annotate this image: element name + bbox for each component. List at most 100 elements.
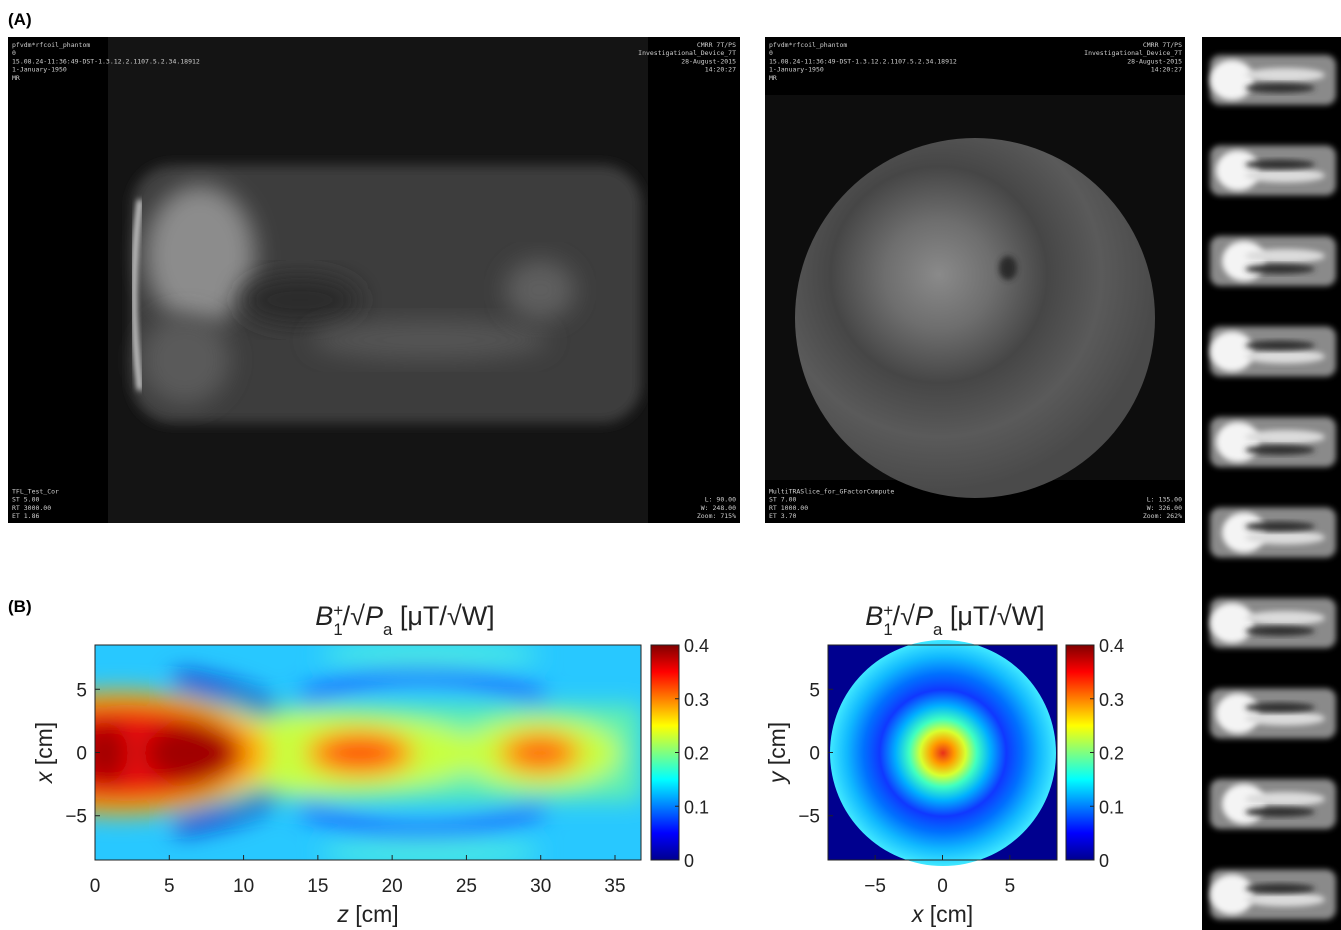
x-tick-label: 5 [164, 876, 175, 897]
overlay-text: MultiTRASlice_for_GFactorCompute [769, 487, 894, 495]
overlay-text: Zoom: 262% [1143, 512, 1182, 520]
x-tick-label: −5 [864, 876, 886, 897]
colorbar-tick-label: 0.1 [684, 797, 709, 817]
panel-label: (B) [8, 597, 32, 616]
label-part: + [333, 601, 343, 620]
thumbnail-highlight [1245, 893, 1325, 907]
thumbnail-highlight [1245, 792, 1325, 806]
overlay-text: MR [769, 74, 777, 82]
label-part: [cm] [31, 722, 57, 772]
overlay-text: W: 248.00 [701, 504, 736, 512]
label-part: /√ [343, 601, 366, 631]
thumbnail-shadow [1245, 626, 1315, 636]
overlay-text: RT 3000.00 [12, 504, 51, 512]
colorbar-tick-label: 0.3 [1099, 690, 1124, 710]
colorbar [651, 645, 679, 860]
y-tick-label: −5 [65, 807, 87, 828]
thumbnail-highlight [1216, 422, 1260, 462]
thumbnail-highlight [1210, 603, 1254, 643]
thumbnail-highlight [1245, 611, 1325, 625]
thumbnail-highlight [1210, 60, 1254, 100]
y-axis-label: y [cm] [764, 722, 790, 785]
label-part: + [883, 601, 893, 620]
overlay-text: ET 1.86 [12, 512, 39, 520]
x-axis-label: z [cm] [336, 901, 398, 927]
label-part: /√ [893, 601, 916, 631]
x-tick-label: 25 [456, 876, 477, 897]
label-part: z [336, 901, 349, 927]
label-part: [cm] [764, 722, 790, 772]
thumbnail-shadow [1245, 445, 1315, 455]
mri-coronal [8, 37, 740, 523]
overlay-text: 28-August-2015 [1127, 57, 1182, 65]
label-part: [μT/√W] [392, 601, 494, 631]
chart-title: B+1/√Pa [μT/√W] [315, 601, 494, 639]
overlay-text: 1-January-1950 [12, 66, 67, 74]
label-part: B [315, 601, 333, 631]
thumbnail-highlight [1245, 350, 1325, 364]
mri-axial [765, 37, 1185, 523]
x-tick-label: 20 [382, 876, 403, 897]
overlay-text: 1-January-1950 [769, 66, 824, 74]
thumbnail-highlight [1245, 712, 1325, 726]
overlay-text: RT 1000.00 [769, 504, 808, 512]
x-tick-label: 35 [604, 876, 625, 897]
thumbnail-highlight [1245, 430, 1325, 444]
heatmap-field [0, 643, 641, 864]
overlay-text: ET 3.70 [769, 512, 796, 520]
thumbnail-highlight [1245, 531, 1325, 545]
heatmap-field [828, 640, 1057, 866]
x-tick-label: 0 [90, 876, 101, 897]
label-part: P [365, 601, 383, 631]
thumbnail-highlight [1216, 694, 1260, 734]
overlay-text: 0 [769, 49, 773, 57]
overlay-text: pfvdm*rfcoil_phantom [12, 41, 90, 49]
thumbnail-shadow [1245, 83, 1315, 93]
x-tick-label: 5 [1005, 876, 1016, 897]
thumbnail-highlight [1245, 68, 1325, 82]
colorbar-tick-label: 0.4 [1099, 636, 1124, 656]
thumbnail-highlight [1210, 332, 1254, 372]
chart-title: B+1/√Pa [μT/√W] [865, 601, 1044, 639]
label-part: P [915, 601, 933, 631]
colorbar-tick-label: 0.2 [1099, 744, 1124, 764]
overlay-text: 15.08.24-11:36:49-DST-1.3.12.2.1107.5.2.… [12, 57, 200, 65]
y-axis-label: x [cm] [31, 722, 57, 784]
overlay-text: 15.08.24-11:36:49-DST-1.3.12.2.1107.5.2.… [769, 57, 957, 65]
colorbar-tick-label: 0 [684, 851, 694, 871]
thumbnail-strip [1202, 37, 1341, 930]
x-tick-label: 30 [530, 876, 551, 897]
overlay-text: 0 [12, 49, 16, 57]
colorbar-tick-label: 0.3 [684, 690, 709, 710]
overlay-text: pfvdm*rfcoil_phantom [769, 41, 847, 49]
label-part: [cm] [923, 901, 973, 927]
thumbnail-highlight [1216, 151, 1260, 191]
overlay-text: Investigational_Device_7T [1084, 49, 1182, 57]
colorbar-tick-label: 0.2 [684, 744, 709, 764]
label-part: 1 [333, 620, 342, 639]
colorbar-tick-label: 0 [1099, 851, 1109, 871]
overlay-text: MR [12, 74, 20, 82]
overlay-text: 14:20:27 [705, 66, 736, 74]
overlay-text: Investigational_Device_7T [638, 49, 736, 57]
colorbar [1066, 645, 1094, 860]
x-tick-label: 15 [307, 876, 328, 897]
figure: (A) (B) pfvdm*rfcoil_phantom015.08.24-11… [0, 0, 1341, 930]
x-axis-label: x [cm] [911, 901, 973, 927]
overlay-text: CMRR 7T/PS [1143, 41, 1182, 49]
x-tick-label: 10 [233, 876, 254, 897]
thumbnail-highlight [1245, 169, 1325, 183]
thumbnail-shadow [1245, 884, 1315, 894]
y-tick-label: 0 [76, 744, 87, 765]
overlay-text: L: 90.00 [705, 496, 736, 504]
overlay-text: 14:20:27 [1151, 66, 1182, 74]
panel-label: (A) [8, 10, 32, 29]
thumbnail-shadow [1245, 522, 1315, 532]
label-part: 1 [883, 620, 892, 639]
y-tick-label: 0 [809, 744, 820, 765]
overlay-text: CMRR 7T/PS [697, 41, 736, 49]
colorbar-tick-label: 0.4 [684, 636, 709, 656]
y-tick-label: 5 [809, 680, 820, 701]
colorbar-tick-label: 0.1 [1099, 797, 1124, 817]
x-tick-label: 0 [937, 876, 948, 897]
